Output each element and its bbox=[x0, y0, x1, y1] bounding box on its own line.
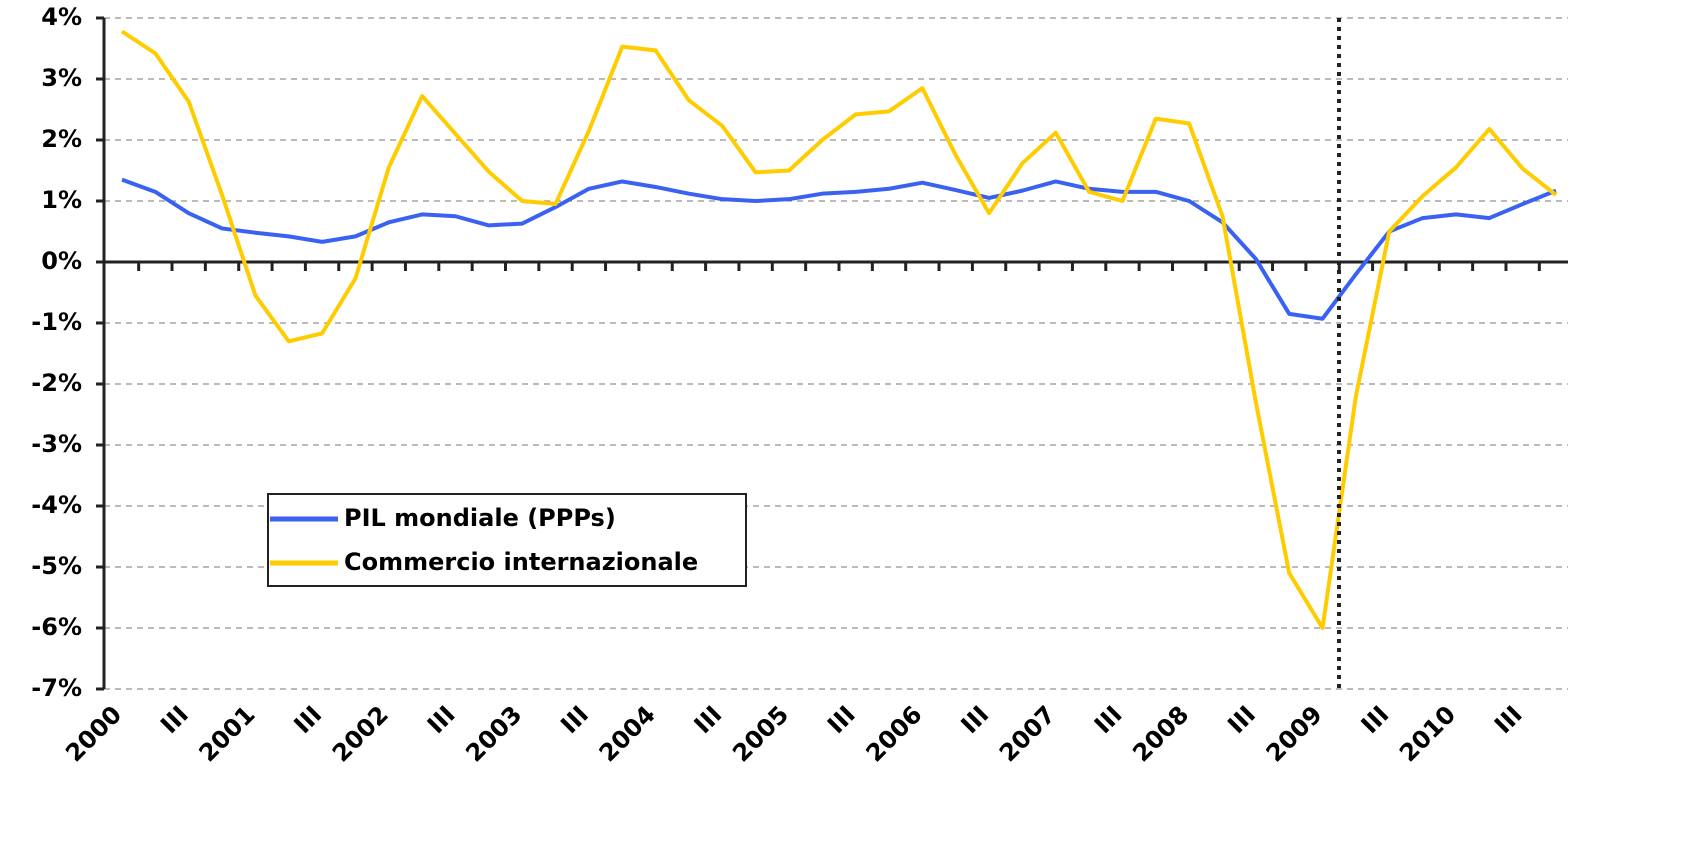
x-tick-label: III bbox=[1489, 700, 1528, 739]
y-tick-label: 2% bbox=[41, 125, 82, 153]
x-tick-label: III bbox=[289, 700, 328, 739]
x-tick-label: III bbox=[689, 700, 728, 739]
x-tick-label: III bbox=[422, 700, 461, 739]
y-tick-label: -2% bbox=[31, 369, 82, 397]
y-tick-label: 3% bbox=[41, 64, 82, 92]
x-tick-label: III bbox=[956, 700, 995, 739]
x-tick-label: III bbox=[1089, 700, 1128, 739]
y-tick-label: -4% bbox=[31, 491, 82, 519]
x-tick-label: 2005 bbox=[727, 700, 794, 767]
x-tick-label: III bbox=[155, 700, 194, 739]
x-tick-label: 2007 bbox=[994, 700, 1061, 767]
y-tick-label: -1% bbox=[31, 308, 82, 336]
legend-label: PIL mondiale (PPPs) bbox=[344, 504, 616, 532]
x-tick-label: 2006 bbox=[861, 700, 928, 767]
x-tick-label: 2004 bbox=[594, 700, 661, 767]
legend-label: Commercio internazionale bbox=[344, 548, 698, 576]
y-tick-label: 4% bbox=[41, 3, 82, 31]
x-tick-label: III bbox=[555, 700, 594, 739]
y-tick-label: -5% bbox=[31, 552, 82, 580]
x-tick-label: III bbox=[1356, 700, 1395, 739]
y-tick-label: -6% bbox=[31, 613, 82, 641]
y-tick-label: -7% bbox=[31, 674, 82, 702]
x-tick-label: III bbox=[1222, 700, 1261, 739]
x-tick-label: 2003 bbox=[460, 700, 527, 767]
x-tick-label: 2000 bbox=[60, 700, 127, 767]
x-tick-label: 2010 bbox=[1394, 700, 1461, 767]
x-tick-label: 2009 bbox=[1261, 700, 1328, 767]
x-tick-label: 2002 bbox=[327, 700, 394, 767]
y-tick-label: -3% bbox=[31, 430, 82, 458]
data-line bbox=[120, 29, 1558, 630]
x-tick-label: 2001 bbox=[194, 700, 261, 767]
y-tick-label: 1% bbox=[41, 186, 82, 214]
legend-box bbox=[267, 493, 747, 587]
y-tick-label: 0% bbox=[41, 247, 82, 275]
data-line bbox=[121, 177, 1557, 321]
x-tick-label: 2008 bbox=[1127, 700, 1194, 767]
x-tick-label: III bbox=[822, 700, 861, 739]
